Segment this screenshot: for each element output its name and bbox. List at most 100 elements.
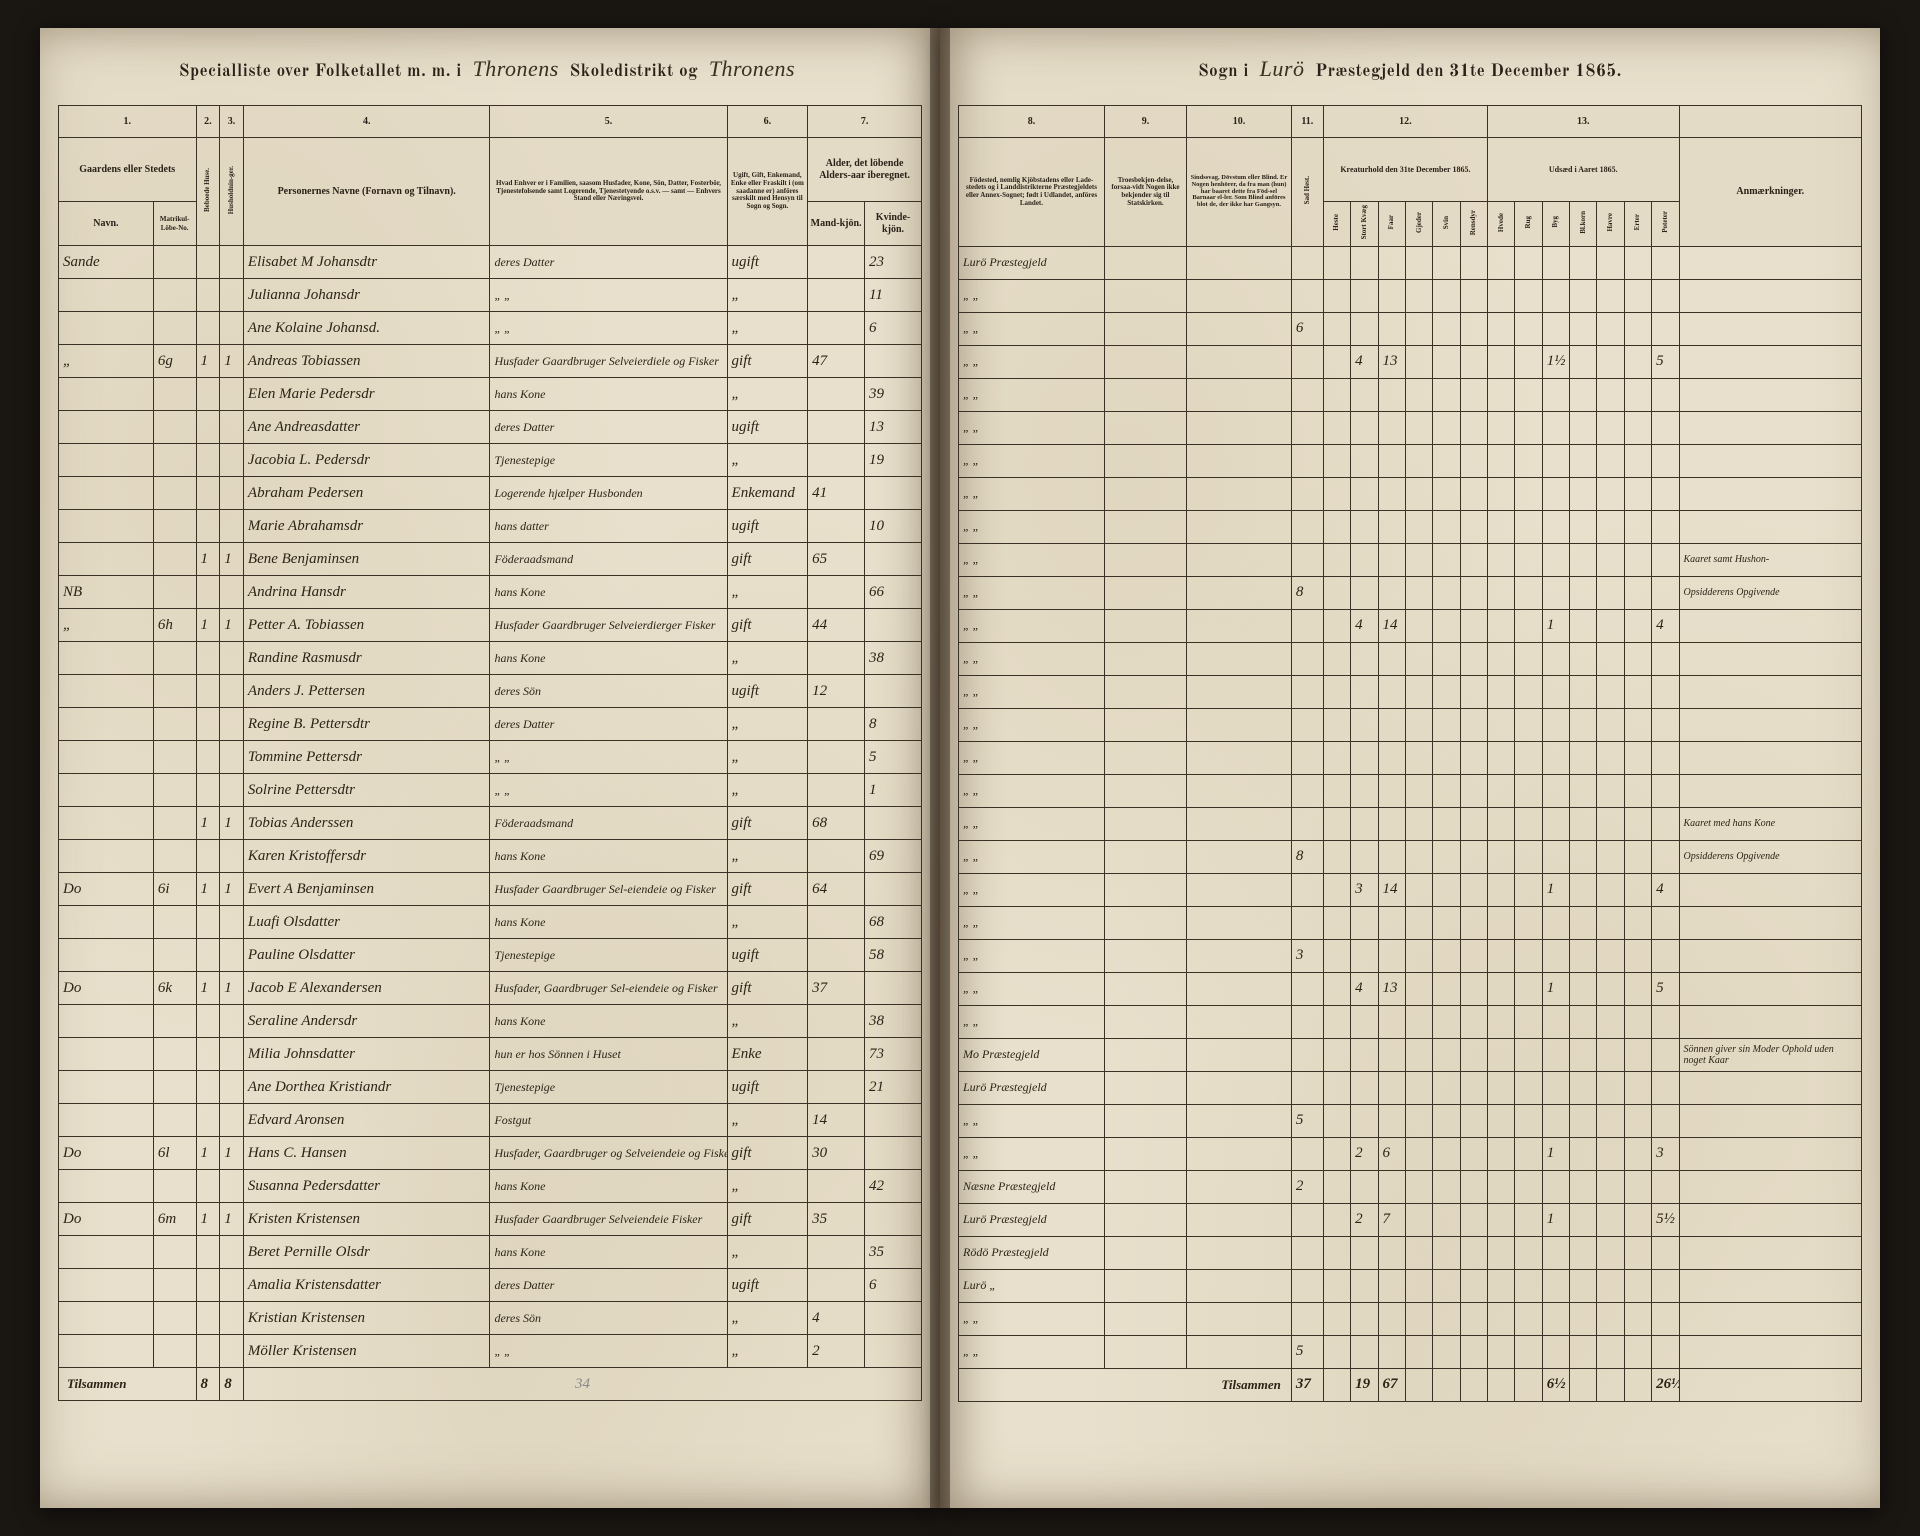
cell-c13-6	[1652, 642, 1679, 675]
cell-remarks	[1679, 1137, 1861, 1170]
cell-c13-4	[1597, 609, 1624, 642]
cell-c13-4	[1597, 378, 1624, 411]
cell-c12-2	[1378, 642, 1405, 675]
cell-c12-4	[1433, 543, 1460, 576]
cell-c12-5	[1460, 576, 1487, 609]
cell-c12-0	[1323, 411, 1350, 444]
cell-c12-3	[1405, 312, 1432, 345]
cell-huse	[196, 840, 220, 873]
table-row: „ „	[959, 444, 1862, 477]
cell-c13-1	[1515, 1137, 1542, 1170]
cell-age-m	[808, 1170, 865, 1203]
cell-c12-4	[1433, 411, 1460, 444]
cell-gaard	[59, 1170, 154, 1203]
cell-c11	[1291, 1071, 1323, 1104]
cell-huse	[196, 1038, 220, 1071]
cell-gaard	[59, 708, 154, 741]
cell-c11	[1291, 675, 1323, 708]
cell-rel: Tjenestepige	[490, 444, 727, 477]
cell-c13-6	[1652, 774, 1679, 807]
cell-hush: 1	[220, 609, 244, 642]
cell-gaard	[59, 1335, 154, 1368]
cell-mno	[153, 774, 196, 807]
cell-c13-3	[1570, 477, 1597, 510]
cell-sind	[1187, 279, 1292, 312]
cell-c12-0	[1323, 477, 1350, 510]
hdr-c13-6: Poteter	[1652, 202, 1679, 247]
col-2-num: 2.	[196, 106, 220, 138]
cell-gaard	[59, 675, 154, 708]
cell-c12-1: 3	[1351, 873, 1378, 906]
cell-c12-0	[1323, 972, 1350, 1005]
cell-tro	[1104, 708, 1186, 741]
cell-mno	[153, 246, 196, 279]
cell-stat: gift	[727, 609, 808, 642]
cell-c13-4	[1597, 279, 1624, 312]
cell-birth: „ „	[959, 609, 1105, 642]
cell-age-k: 19	[865, 444, 922, 477]
cell-remarks	[1679, 279, 1861, 312]
cell-huse	[196, 1335, 220, 1368]
cell-c13-1	[1515, 840, 1542, 873]
cell-rel: „ „	[490, 774, 727, 807]
cell-birth: „ „	[959, 840, 1105, 873]
cell-c13-1	[1515, 675, 1542, 708]
cell-age-m	[808, 246, 865, 279]
hdr-c13-4: Havre	[1597, 202, 1624, 247]
cell-c12-4	[1433, 939, 1460, 972]
cell-c12-0	[1323, 840, 1350, 873]
cell-c12-0	[1323, 807, 1350, 840]
cell-c13-4	[1597, 1335, 1624, 1368]
cell-c12-5	[1460, 1269, 1487, 1302]
cell-age-k	[865, 345, 922, 378]
cell-c13-4	[1597, 642, 1624, 675]
table-row: Do6m11Kristen KristensenHusfader Gaardbr…	[59, 1203, 922, 1236]
cell-c12-3	[1405, 444, 1432, 477]
cell-c12-5	[1460, 312, 1487, 345]
cell-stat: „	[727, 1170, 808, 1203]
cell-huse	[196, 576, 220, 609]
cell-rel: Husfader, Gaardbruger og Selveiendeie og…	[490, 1137, 727, 1170]
cell-c11	[1291, 246, 1323, 279]
cell-c13-3	[1570, 972, 1597, 1005]
cell-sind	[1187, 939, 1292, 972]
cell-c13-2	[1542, 774, 1569, 807]
cell-c13-4	[1597, 807, 1624, 840]
cell-stat: gift	[727, 807, 808, 840]
cell-mno	[153, 1071, 196, 1104]
cell-c13-3	[1570, 1269, 1597, 1302]
cell-c12-1	[1351, 477, 1378, 510]
cell-sind	[1187, 576, 1292, 609]
cell-c12-2	[1378, 1071, 1405, 1104]
cell-stat: „	[727, 906, 808, 939]
table-row: „ „5	[959, 1104, 1862, 1137]
cell-c12-5	[1460, 477, 1487, 510]
cell-age-k	[865, 1137, 922, 1170]
table-row: Lurö „	[959, 1269, 1862, 1302]
cell-stat: „	[727, 1236, 808, 1269]
cell-sind	[1187, 1236, 1292, 1269]
cell-mno	[153, 510, 196, 543]
cell-tro	[1104, 906, 1186, 939]
cell-huse: 1	[196, 543, 220, 576]
cell-huse: 1	[196, 972, 220, 1005]
cell-mno	[153, 279, 196, 312]
cell-c13-6	[1652, 279, 1679, 312]
cell-c13-2	[1542, 477, 1569, 510]
cell-gaard	[59, 939, 154, 972]
cell-hush: 1	[220, 873, 244, 906]
cell-hush	[220, 246, 244, 279]
cell-hush: 1	[220, 543, 244, 576]
cell-c13-1	[1515, 477, 1542, 510]
cell-c12-2	[1378, 279, 1405, 312]
cell-c13-2	[1542, 1302, 1569, 1335]
cell-c13-2: 1	[1542, 1137, 1569, 1170]
cell-c12-2	[1378, 378, 1405, 411]
table-row: Luafi Olsdatterhans Kone„68	[59, 906, 922, 939]
cell-c12-0	[1323, 939, 1350, 972]
cell-rel: deres Datter	[490, 246, 727, 279]
cell-c12-3	[1405, 807, 1432, 840]
cell-hush	[220, 1071, 244, 1104]
hdr-c13-1: Rug	[1515, 202, 1542, 247]
cell-c12-3	[1405, 378, 1432, 411]
